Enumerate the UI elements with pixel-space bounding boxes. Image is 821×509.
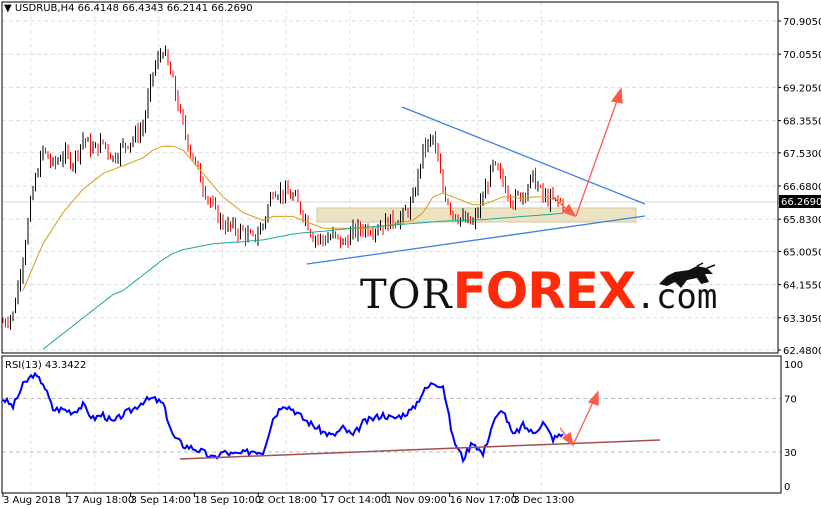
rsi-tick-label: 0 — [784, 482, 790, 493]
down-arrow-head — [561, 203, 577, 218]
bull-logo-icon — [659, 262, 716, 288]
time-tick-label: 3 Sep 14:00 — [131, 495, 191, 506]
time-tick-label: 1 Nov 09:00 — [386, 495, 447, 506]
price-tick-label: 62.4800 — [783, 346, 821, 357]
price-tick-label: 63.3050 — [783, 314, 821, 325]
rsi-panel-frame — [1, 355, 782, 494]
support-zone-rect — [316, 207, 637, 223]
ohlc-values: 66.4148 66.4343 66.2141 66.2690 — [77, 3, 253, 14]
time-tick-label: 2 Oct 18:00 — [258, 495, 317, 506]
current-price-tag — [779, 195, 821, 208]
rsi-label: RSI(13) 43.3422 — [5, 360, 87, 371]
rsi-support-line — [179, 439, 661, 460]
logo-forex: FOREX — [452, 262, 637, 320]
rsi-line — [2, 371, 564, 464]
time-tick-label: 3 Aug 2018 — [3, 495, 61, 506]
up-arrow-shaft — [575, 97, 619, 217]
ma-fast-line — [22, 145, 564, 291]
main-panel-frame — [1, 1, 779, 354]
price-tick-label: 68.3550 — [783, 117, 821, 128]
price-tick-label: 65.8300 — [783, 215, 821, 226]
time-tick-label: 3 Dec 13:00 — [513, 495, 574, 506]
ma-slow-line — [42, 212, 564, 350]
price-axis: 70.9050 70.0550 69.2050 68.3550 67.5300 66.68… — [778, 17, 821, 357]
rsi-tick-label: 30 — [784, 448, 797, 459]
price-tick-label: 64.1550 — [783, 281, 821, 292]
grid — [2, 2, 781, 493]
lower-trendline — [306, 215, 646, 265]
time-axis: 3 Aug 2018 17 Aug 18:003 Sep 14:00 18 Sep … — [2, 493, 574, 506]
price-tick-label: 69.2050 — [783, 83, 821, 94]
time-tick-label: 16 Nov 17:00 — [450, 495, 517, 506]
price-tick-label: 70.9050 — [783, 17, 821, 28]
rsi-down-arrow-head — [561, 431, 575, 447]
time-tick-label: 17 Aug 18:00 — [67, 495, 134, 506]
rsi-tick-label: 70 — [784, 395, 797, 406]
rsi-forecast-arrows — [559, 390, 599, 447]
chart-title: ▼ USDRUB,H4 66.4148 66.4343 66.2141 66.2… — [4, 3, 253, 14]
time-tick-label: 17 Oct 14:00 — [322, 495, 387, 506]
time-tick-label: 18 Sep 10:00 — [194, 495, 261, 506]
rsi-axis: 100 70 30 0 — [784, 360, 803, 493]
price-tick-label: 67.5300 — [783, 149, 821, 160]
price-tick-label: 66.6800 — [783, 182, 821, 193]
torforex-logo: TORFOREX.com — [360, 262, 717, 322]
current-price-label: 66.2690 — [781, 197, 821, 208]
upper-trendline — [401, 106, 646, 205]
forecast-arrows — [552, 87, 623, 218]
price-tick-label: 65.0050 — [783, 247, 821, 258]
rsi-tick-label: 100 — [784, 360, 803, 371]
support-zone — [316, 207, 637, 223]
price-tick-label: 70.0550 — [783, 50, 821, 61]
rsi-up-arrow-shaft — [573, 399, 595, 444]
logo-tor: TOR — [360, 272, 453, 318]
symbol-label: USDRUB,H4 — [14, 3, 75, 14]
dropdown-triangle-icon[interactable]: ▼ — [4, 3, 12, 14]
logo-com: .com — [635, 277, 718, 317]
rsi-up-arrow-head — [587, 390, 599, 406]
up-arrow-head — [610, 87, 623, 104]
